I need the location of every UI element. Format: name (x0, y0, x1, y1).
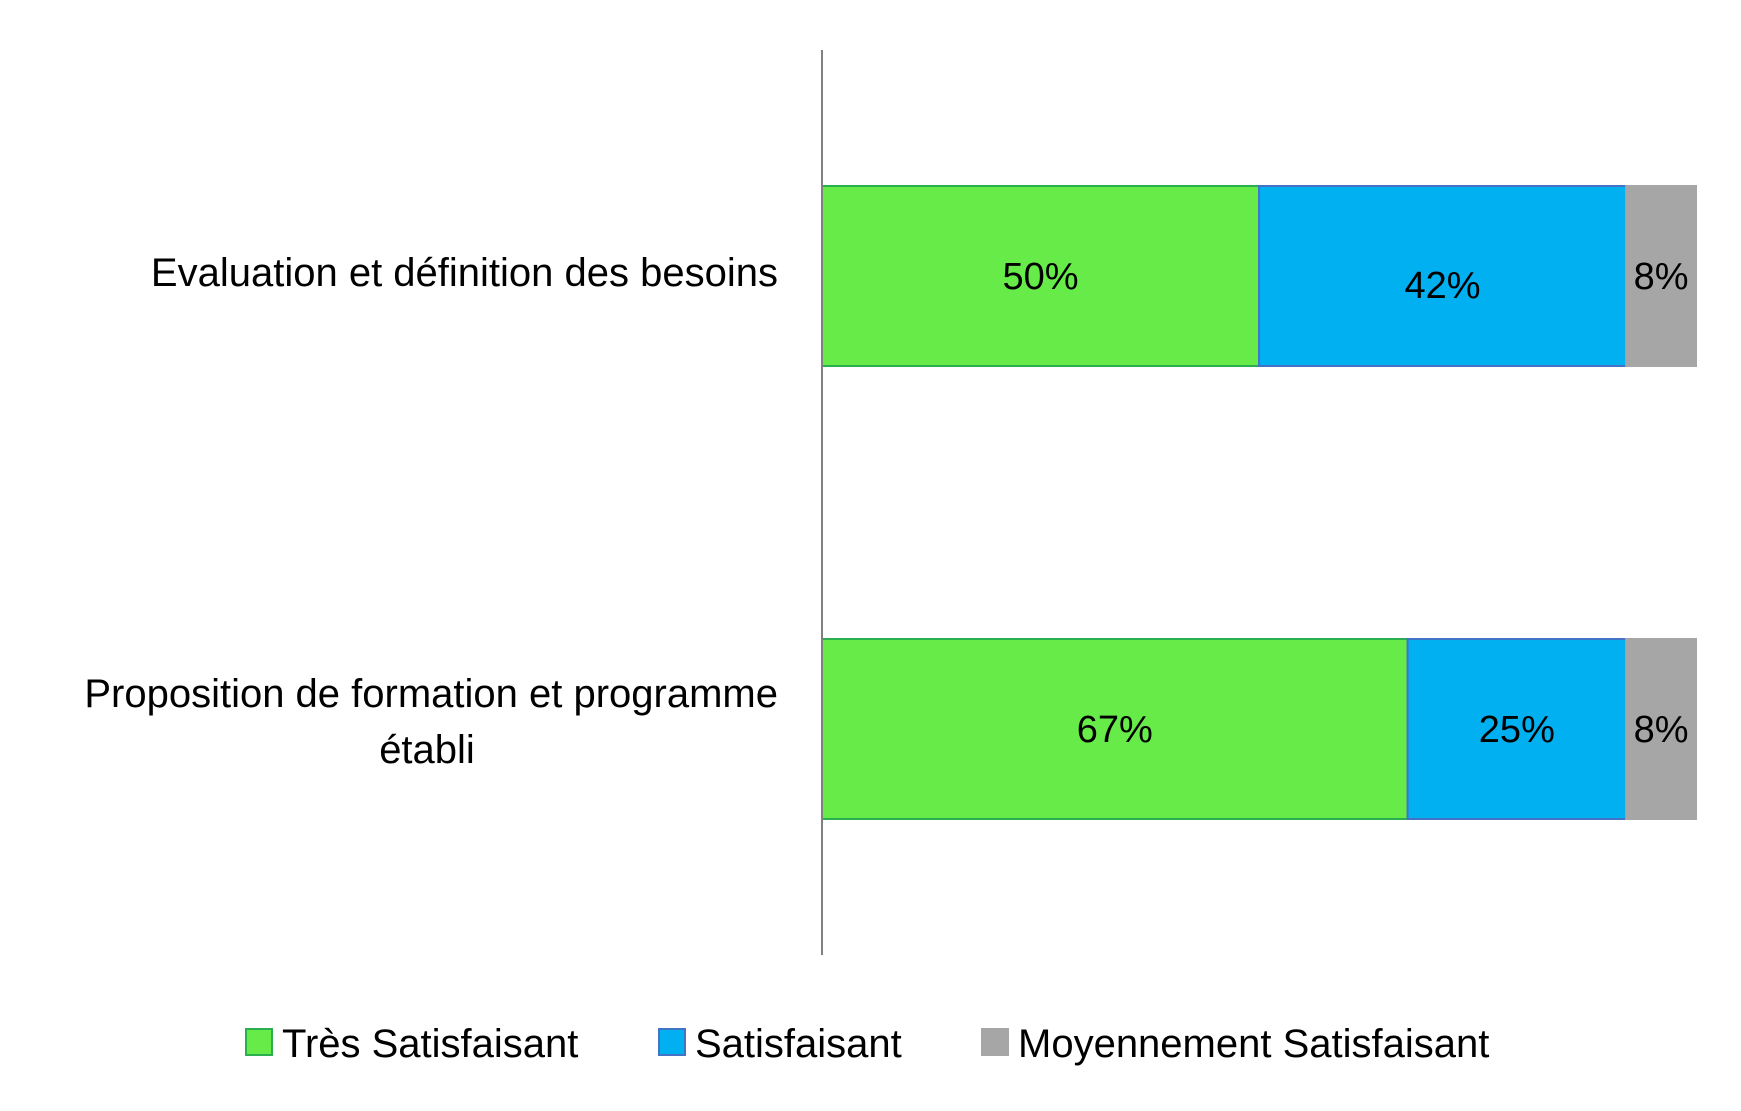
legend-swatch-satisfaisant (658, 1028, 686, 1056)
legend-swatch-tres-satisfaisant (245, 1028, 273, 1056)
category-label-2-line-2: établi (379, 728, 475, 772)
bar-satisfaisant-2 (1406, 638, 1628, 820)
data-label-moyennement-satisfaisant-2: 8% (1634, 709, 1689, 751)
category-label-1: Evaluation et définition des besoins (151, 251, 778, 295)
data-label-satisfaisant-2: 25% (1479, 709, 1555, 751)
legend-label-moyennement-satisfaisant: Moyennement Satisfaisant (1018, 1022, 1489, 1066)
bar-tres-satisfaisant-1 (821, 185, 1260, 367)
legend-swatch-moyennement-satisfaisant (981, 1028, 1009, 1056)
bar-moyennement-satisfaisant-2 (1625, 638, 1697, 820)
category-labels: Evaluation et définition des besoins Prop… (84, 251, 778, 772)
legend-label-satisfaisant: Satisfaisant (695, 1022, 902, 1066)
bar-tres-satisfaisant-2 (821, 638, 1409, 820)
bar-moyennement-satisfaisant-1 (1625, 185, 1697, 367)
data-label-tres-satisfaisant-2: 67% (1077, 709, 1153, 751)
legend: Très Satisfaisant Satisfaisant Moyennement… (245, 1022, 1489, 1066)
category-label-2-line-1: Proposition de formation et programme (84, 672, 778, 716)
legend-label-tres-satisfaisant: Très Satisfaisant (282, 1022, 578, 1066)
data-label-tres-satisfaisant-1: 50% (1002, 256, 1078, 298)
data-label-moyennement-satisfaisant-1: 8% (1634, 256, 1689, 298)
plot-area: 50% 42% 8% 67% 25% 8% (821, 185, 1697, 820)
data-label-satisfaisant-1: 42% (1405, 265, 1481, 307)
bar-satisfaisant-1 (1258, 185, 1628, 367)
